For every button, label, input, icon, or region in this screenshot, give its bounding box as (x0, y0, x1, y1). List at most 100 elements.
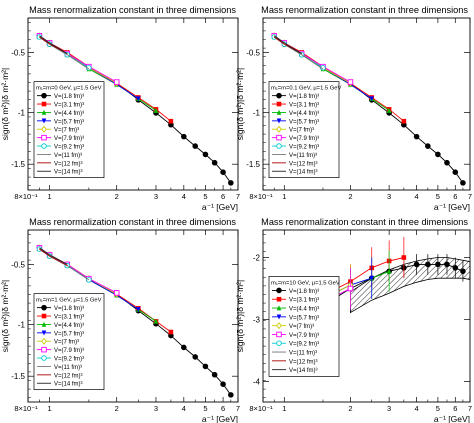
data-point (228, 392, 234, 398)
x-tick-label: 4 (415, 192, 419, 201)
series-line (39, 35, 68, 54)
legend-label: V=(9.2 fm)³ (289, 342, 319, 348)
x-tick-label: 7 (468, 192, 472, 201)
legend-marker (276, 143, 282, 149)
legend-label: V=(1.8 fm)³ (54, 94, 84, 100)
chart-title: Mass renormalization constant in three d… (29, 5, 236, 15)
x-tick-label: 1 (48, 404, 52, 413)
plot-frame (27, 229, 239, 403)
data-point (211, 159, 218, 166)
x-axis-label: a⁻¹ [GeV] (202, 202, 238, 212)
legend-label: V=(7 fm)³ (289, 324, 314, 330)
x-tick-label: 3 (387, 404, 391, 413)
data-series (271, 33, 354, 85)
y-tick-label: -4 (253, 377, 261, 386)
legend-label: V=(12 fm)³ (54, 373, 83, 379)
data-point (192, 143, 199, 149)
legend-label: V=(9.2 fm)³ (289, 145, 319, 151)
x-axis-label: a⁻¹ [GeV] (202, 414, 238, 423)
legend-label: V=(11 fm)³ (54, 153, 82, 159)
data-point (452, 265, 459, 271)
legend-marker (276, 331, 282, 338)
legend-label: V=(1.8 fm)³ (289, 289, 319, 295)
legend-marker (41, 92, 47, 99)
data-point (435, 261, 441, 268)
x-tick-label: 2 (348, 404, 352, 413)
legend-label: V=(5.7 fm)³ (54, 331, 84, 337)
x-axis-label: a⁻¹ [GeV] (434, 414, 470, 423)
uncertainty-band (350, 257, 471, 314)
data-point (136, 96, 141, 102)
legend-marker (41, 101, 47, 107)
legend-marker (41, 313, 47, 319)
legend-label: V=(7 fm)³ (54, 340, 79, 346)
legend-label: V=(7.9 fm)³ (289, 333, 319, 339)
y-axis-label: sign(δ m²)|δ m²·m²| (0, 68, 10, 140)
legend-marker (276, 287, 282, 294)
legend-marker (276, 296, 282, 302)
y-tick-label: -1 (18, 321, 26, 330)
legend: m₁=m=0.1 GeV, μ=1.5 GeV V=(1.8 fm)³ V=(3.1… (268, 81, 341, 178)
legend-label: V=(3.1 fm)³ (289, 103, 319, 109)
chart-panel: Mass renormalization constant in three d… (235, 217, 472, 423)
y-axis-label: sign(δ m²)|δ m²·m²| (235, 280, 245, 352)
plot-frame (262, 229, 471, 403)
legend-label: V=(4.4 fm)³ (289, 111, 319, 117)
data-series (39, 248, 68, 266)
legend-marker (41, 125, 47, 133)
data-point (168, 118, 174, 124)
chart-title: Mass renormalization constant in three d… (29, 217, 236, 227)
x-tick-label: 6 (453, 404, 457, 413)
data-point (452, 169, 459, 176)
legend-label: V=(4.4 fm)³ (289, 307, 319, 313)
data-point (369, 96, 375, 102)
x-tick-label: 4 (182, 192, 186, 201)
data-point (211, 371, 218, 378)
legend-label: V=(5.7 fm)³ (54, 119, 84, 125)
legend-title: m₁=m=0 GeV, μ=1.5 GeV (36, 86, 102, 92)
x-tick-label: 6 (221, 404, 225, 413)
legend-label: V=(7.9 fm)³ (54, 348, 84, 354)
legend-marker (41, 118, 47, 124)
data-point (192, 354, 199, 360)
data-point (220, 169, 226, 176)
legend-label: V=(3.1 fm)³ (54, 103, 84, 109)
x-axis-label: a⁻¹ [GeV] (434, 202, 470, 212)
data-point (153, 318, 159, 324)
data-series (39, 247, 68, 265)
legend-marker (276, 125, 282, 133)
data-point (401, 255, 407, 260)
y-tick-label: -0.5 (246, 48, 260, 57)
data-point (460, 180, 466, 186)
legend-marker (41, 337, 47, 345)
legend-label: V=(14 fm)³ (289, 170, 318, 176)
legend-marker (276, 101, 282, 107)
data-point (168, 329, 174, 335)
x-tick-label: 1 (282, 404, 286, 413)
x-tick-label: 1 (282, 192, 286, 201)
data-series (273, 35, 302, 54)
legend-marker (41, 330, 47, 336)
data-point (401, 118, 407, 124)
y-axis-label: sign(δ m²)|δ m²·m²| (0, 280, 10, 352)
legend-label: V=(7 fm)³ (54, 128, 79, 134)
legend-label: V=(4.4 fm)³ (54, 323, 84, 329)
y-axis-label: sign(δ m²)|δ m²·m²| (235, 68, 245, 140)
data-point (181, 133, 187, 140)
legend-marker (276, 109, 282, 115)
data-point (386, 268, 392, 274)
chart-panel: Mass renormalization constant in three d… (235, 5, 472, 212)
data-point (413, 133, 420, 140)
legend-title: m₁=m=1 GeV, μ=1.5 GeV (36, 298, 102, 304)
legend-label: V=(7 fm)³ (289, 128, 314, 134)
data-point (347, 79, 354, 85)
plot-frame (262, 17, 471, 191)
legend-marker (276, 322, 282, 330)
x-tick-label: 3 (154, 192, 158, 201)
legend-label: V=(4.4 fm)³ (54, 111, 84, 117)
y-tick-label: -2 (253, 254, 261, 263)
x-tick-label: 2 (115, 404, 119, 413)
y-tick-label: -3 (253, 315, 261, 324)
x-tick-label: 7 (236, 404, 240, 413)
legend-label: V=(7.9 fm)³ (289, 136, 319, 142)
